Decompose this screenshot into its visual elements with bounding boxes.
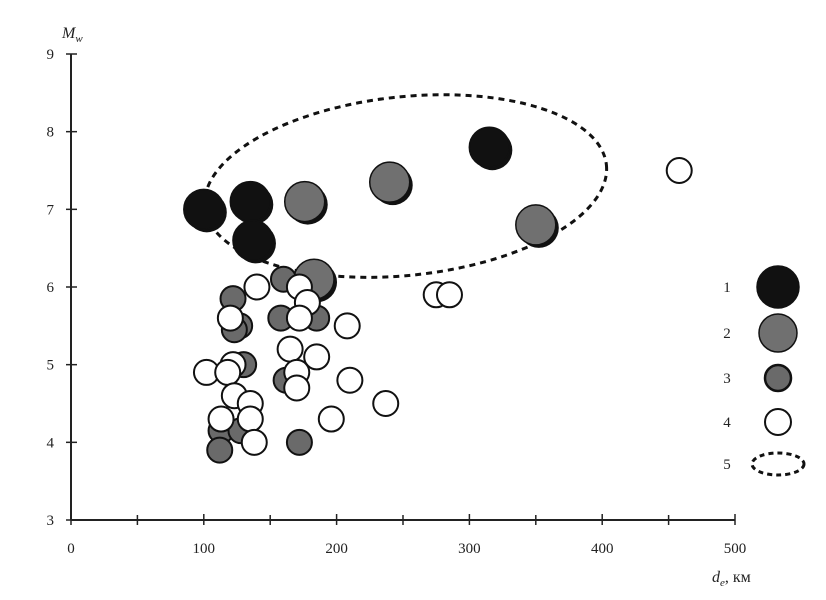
x-tick-label: 0 — [67, 541, 75, 557]
y-tick-label: 8 — [47, 125, 55, 141]
legend-symbol-3 — [763, 363, 793, 393]
data-point — [515, 204, 557, 246]
y-axis-title-main: M — [61, 25, 77, 42]
data-point — [229, 180, 272, 223]
legend-label: 5 — [723, 457, 731, 473]
legend-label: 1 — [723, 280, 731, 296]
legend-symbol-4 — [764, 408, 792, 436]
legend: 1 2 3 4 5 — [723, 265, 806, 477]
legend-label: 4 — [723, 415, 731, 431]
y-tick-label: 6 — [47, 280, 55, 296]
data-point — [240, 428, 268, 456]
x-tick-label: 500 — [724, 541, 747, 557]
data-point — [435, 281, 463, 309]
y-tick-label: 5 — [47, 358, 55, 374]
data-point — [232, 219, 274, 262]
data-point — [283, 374, 311, 402]
data-point — [372, 390, 400, 417]
legend-item-3: 3 — [723, 363, 793, 393]
legend-symbol-2 — [758, 313, 798, 353]
data-point — [468, 126, 511, 168]
series-1 — [183, 126, 513, 264]
x-tick-label: 300 — [458, 541, 481, 557]
y-tick-label: 7 — [47, 202, 55, 218]
legend-item-1: 1 — [723, 265, 800, 309]
data-point — [183, 188, 225, 231]
data-point — [216, 304, 244, 332]
data-point — [336, 366, 364, 394]
data-point — [214, 358, 242, 386]
legend-label: 2 — [723, 326, 731, 342]
y-axis-title: Mw — [61, 25, 83, 45]
data-point — [333, 312, 361, 340]
y-tick-label: 4 — [47, 435, 55, 451]
legend-item-2: 2 — [723, 313, 798, 353]
axes: 3 4 5 6 7 8 9 0 100 200 300 400 500 — [47, 47, 747, 557]
x-axis-title-main: d — [712, 569, 721, 586]
legend-symbol-1 — [756, 265, 800, 309]
data-point — [276, 335, 304, 363]
data-point — [243, 273, 271, 301]
x-tick-label: 100 — [193, 541, 216, 557]
legend-symbol-5 — [750, 451, 806, 477]
data-point — [317, 405, 345, 433]
y-tick-label: 9 — [47, 47, 55, 63]
legend-item-5: 5 — [723, 451, 806, 477]
data-point — [285, 428, 313, 456]
data-point — [368, 161, 411, 203]
y-axis-title-sub: w — [75, 33, 83, 45]
data-point — [285, 304, 313, 332]
x-tick-label: 400 — [591, 541, 614, 557]
series-4 — [192, 157, 693, 456]
data-point — [665, 157, 693, 184]
data-point — [207, 405, 235, 433]
legend-item-4: 4 — [723, 408, 792, 436]
series-2 — [283, 161, 559, 303]
data-point — [236, 405, 264, 433]
data-point — [206, 436, 234, 464]
y-tick-label: 3 — [47, 513, 55, 529]
x-axis-title-sub: e — [720, 577, 725, 589]
data-point — [283, 180, 326, 223]
points-layer — [183, 126, 693, 464]
legend-label: 3 — [723, 371, 731, 387]
x-axis-title: de, км — [712, 569, 751, 589]
x-axis-title-unit: , км — [725, 569, 751, 586]
x-tick-label: 200 — [325, 541, 348, 557]
data-point — [303, 343, 331, 371]
